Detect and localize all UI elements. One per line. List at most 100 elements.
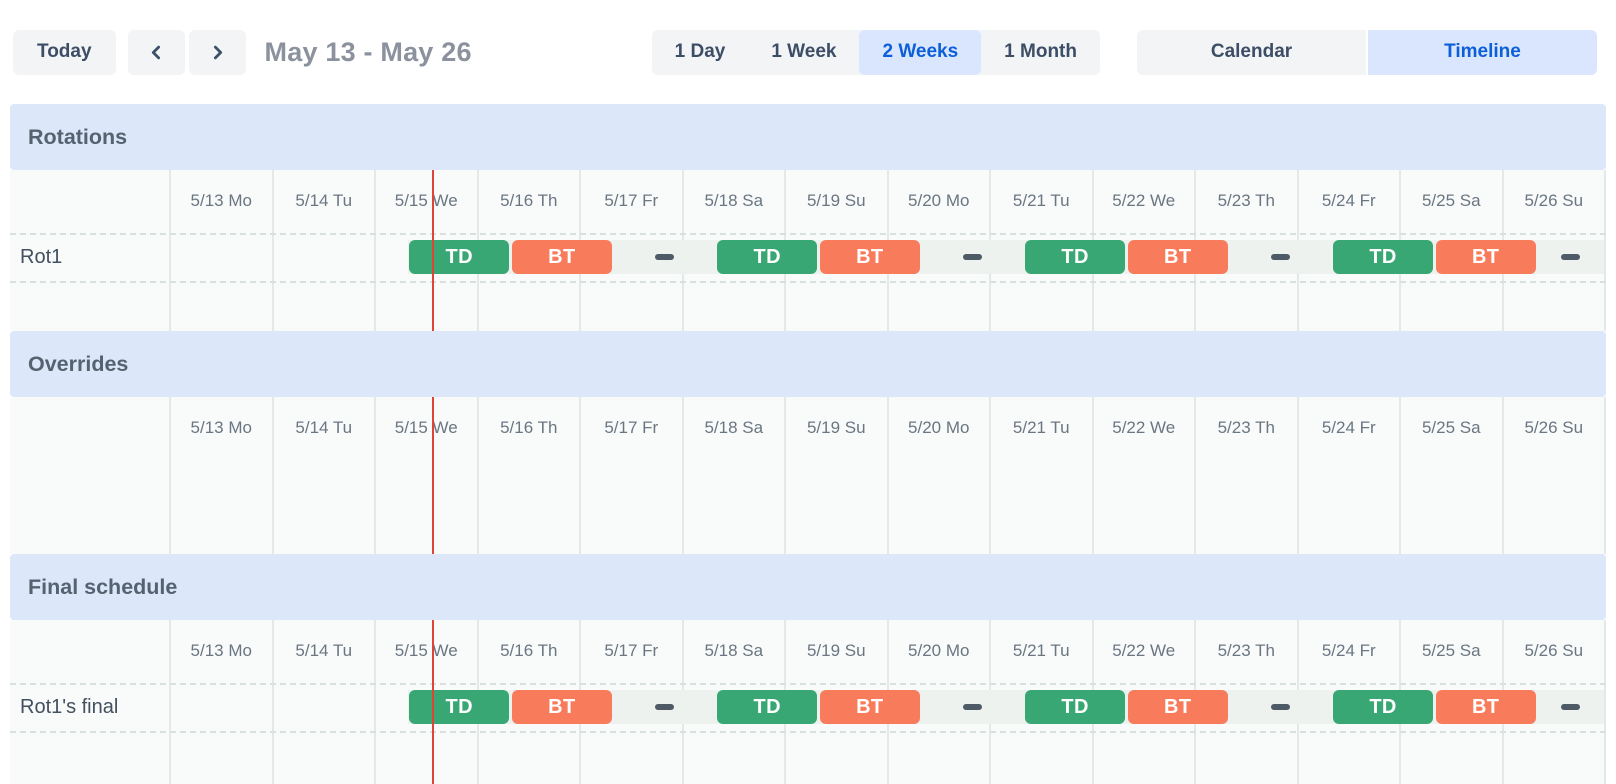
empty-shift-dash-icon [1561,254,1580,260]
shift-bar-td[interactable]: TD [1025,240,1125,274]
current-time-line [431,620,434,784]
day-column: 5/13 Mo [169,397,272,554]
day-column: 5/14 Tu [271,170,375,331]
prev-button[interactable] [127,29,185,75]
shift-label: BT [548,245,576,268]
day-header-label: 5/26 Su [1524,418,1584,437]
empty-shift-dash-icon [1270,254,1290,260]
day-header-label: 5/22 We [1112,641,1176,660]
day-header-label: 5/18 Sa [704,418,764,437]
row-label-column [10,397,169,554]
day-column: 5/20 Mo [886,397,990,554]
day-header-label: 5/16 Th [500,191,558,210]
empty-shift-dash-icon [962,254,982,260]
next-button[interactable] [188,29,246,75]
day-header-label: 5/15 We [394,641,458,660]
day-header-label: 5/25 Sa [1421,418,1481,437]
row-separator [10,281,1606,283]
view-option-2-weeks[interactable]: 2 Weeks [859,29,982,75]
section-grid-rotations: 5/13 Mo 5/14 Tu 5/15 We 5/16 Th 5/17 Fr 5/18 … [10,170,1606,331]
day-header-label: 5/13 Mo [190,418,252,437]
shift-label: TD [1369,695,1397,718]
shift-label: BT [548,695,576,718]
mode-option-timeline[interactable]: Timeline [1368,29,1597,75]
day-header-label: 5/20 Mo [908,641,970,660]
day-header-label: 5/21 Tu [1012,641,1070,660]
day-header-label: 5/21 Tu [1012,418,1070,437]
day-column: 5/13 Mo [169,170,272,331]
day-header-label: 5/19 Su [806,418,866,437]
section-overrides: Overrides 5/13 Mo 5/14 Tu 5/15 We 5/16 Th 5/1… [10,331,1606,554]
section-header-final-schedule: Final schedule [10,554,1606,620]
shift-bar-bt[interactable]: BT [1435,690,1536,724]
row-separator [10,731,1606,733]
section-final-schedule: Final schedule 5/13 Mo 5/14 Tu 5/15 We 5/16 … [10,554,1606,784]
day-header-label: 5/17 Fr [604,641,659,660]
shift-label: TD [1061,245,1089,268]
day-column: 5/26 Su [1501,397,1605,554]
shift-bar-td[interactable]: TD [717,240,818,274]
day-column: 5/15 We [374,620,477,784]
toolbar: Today May 13 - May 26 1 Day 1 Week 2 Wee… [0,0,1616,104]
day-header-label: 5/24 Fr [1321,641,1376,660]
day-header-label: 5/15 We [394,418,458,437]
view-switcher: 1 Day 1 Week 2 Weeks 1 Month [651,29,1100,75]
section-title: Overrides [28,351,129,376]
view-option-1-day[interactable]: 1 Day [652,30,749,75]
shift-label: BT [1471,695,1500,718]
shift-bar-bt[interactable]: BT [512,690,612,724]
day-header-label: 5/24 Fr [1321,191,1376,210]
shift-bar-bt[interactable]: BT [820,240,920,274]
shift-label: BT [1164,245,1192,268]
timeline-board: Rotations 5/13 Mo 5/14 Tu 5/15 We 5/16 Th 5/1… [10,104,1606,784]
shift-bar-bt[interactable]: BT [1127,240,1228,274]
day-header-label: 5/25 Sa [1421,191,1481,210]
mode-option-calendar[interactable]: Calendar [1137,29,1366,75]
shift-bar-td[interactable]: TD [717,690,818,724]
day-header-label: 5/19 Su [806,641,866,660]
day-header-label: 5/15 We [394,191,458,210]
shift-bar-bt[interactable]: BT [1435,240,1536,274]
day-header-label: 5/21 Tu [1012,191,1070,210]
day-column: 5/14 Tu [271,397,375,554]
section-grid-overrides: 5/13 Mo 5/14 Tu 5/15 We 5/16 Th 5/17 Fr 5/18 … [10,397,1606,554]
row-separator [10,233,1606,235]
shift-bar-td[interactable]: TD [1333,240,1433,274]
shift-label: BT [856,695,884,718]
chevron-left-icon [149,45,164,60]
view-option-1-week[interactable]: 1 Week [748,30,859,75]
day-column: 5/13 Mo [169,620,272,784]
day-column: 5/17 Fr [579,397,682,554]
empty-shift-dash-icon [962,704,982,710]
day-header-label: 5/18 Sa [704,191,764,210]
row-label: Rot1's final [20,695,119,718]
day-header-label: 5/16 Th [500,641,558,660]
shift-bar-td[interactable]: TD [409,240,510,274]
today-button[interactable]: Today [13,29,116,75]
shift-bar-td[interactable]: TD [1333,690,1433,724]
section-title: Final schedule [28,574,178,599]
day-column: 5/14 Tu [271,620,375,784]
day-column: 5/24 Fr [1296,397,1400,554]
chevron-right-icon [210,45,225,60]
shift-label: BT [1164,695,1192,718]
day-header-label: 5/24 Fr [1321,418,1376,437]
day-header-label: 5/14 Tu [295,641,353,660]
shift-label: BT [856,245,884,268]
section-title: Rotations [28,124,128,149]
shift-bar-td[interactable]: TD [409,690,510,724]
shift-label: BT [1471,245,1500,268]
shift-bar-bt[interactable]: BT [820,690,920,724]
shift-bar-bt[interactable]: BT [1127,690,1228,724]
section-grid-final-schedule: 5/13 Mo 5/14 Tu 5/15 We 5/16 Th 5/17 Fr 5/18 … [10,620,1606,784]
shift-label: TD [445,695,473,718]
day-column: 5/15 We [374,397,477,554]
shift-bar-bt[interactable]: BT [512,240,612,274]
day-header-label: 5/14 Tu [295,418,353,437]
day-column: 5/16 Th [476,397,580,554]
date-nav [127,29,246,75]
date-range-title: May 13 - May 26 [264,36,472,67]
day-header-label: 5/19 Su [806,191,866,210]
shift-bar-td[interactable]: TD [1025,690,1125,724]
view-option-1-month[interactable]: 1 Month [981,30,1100,75]
